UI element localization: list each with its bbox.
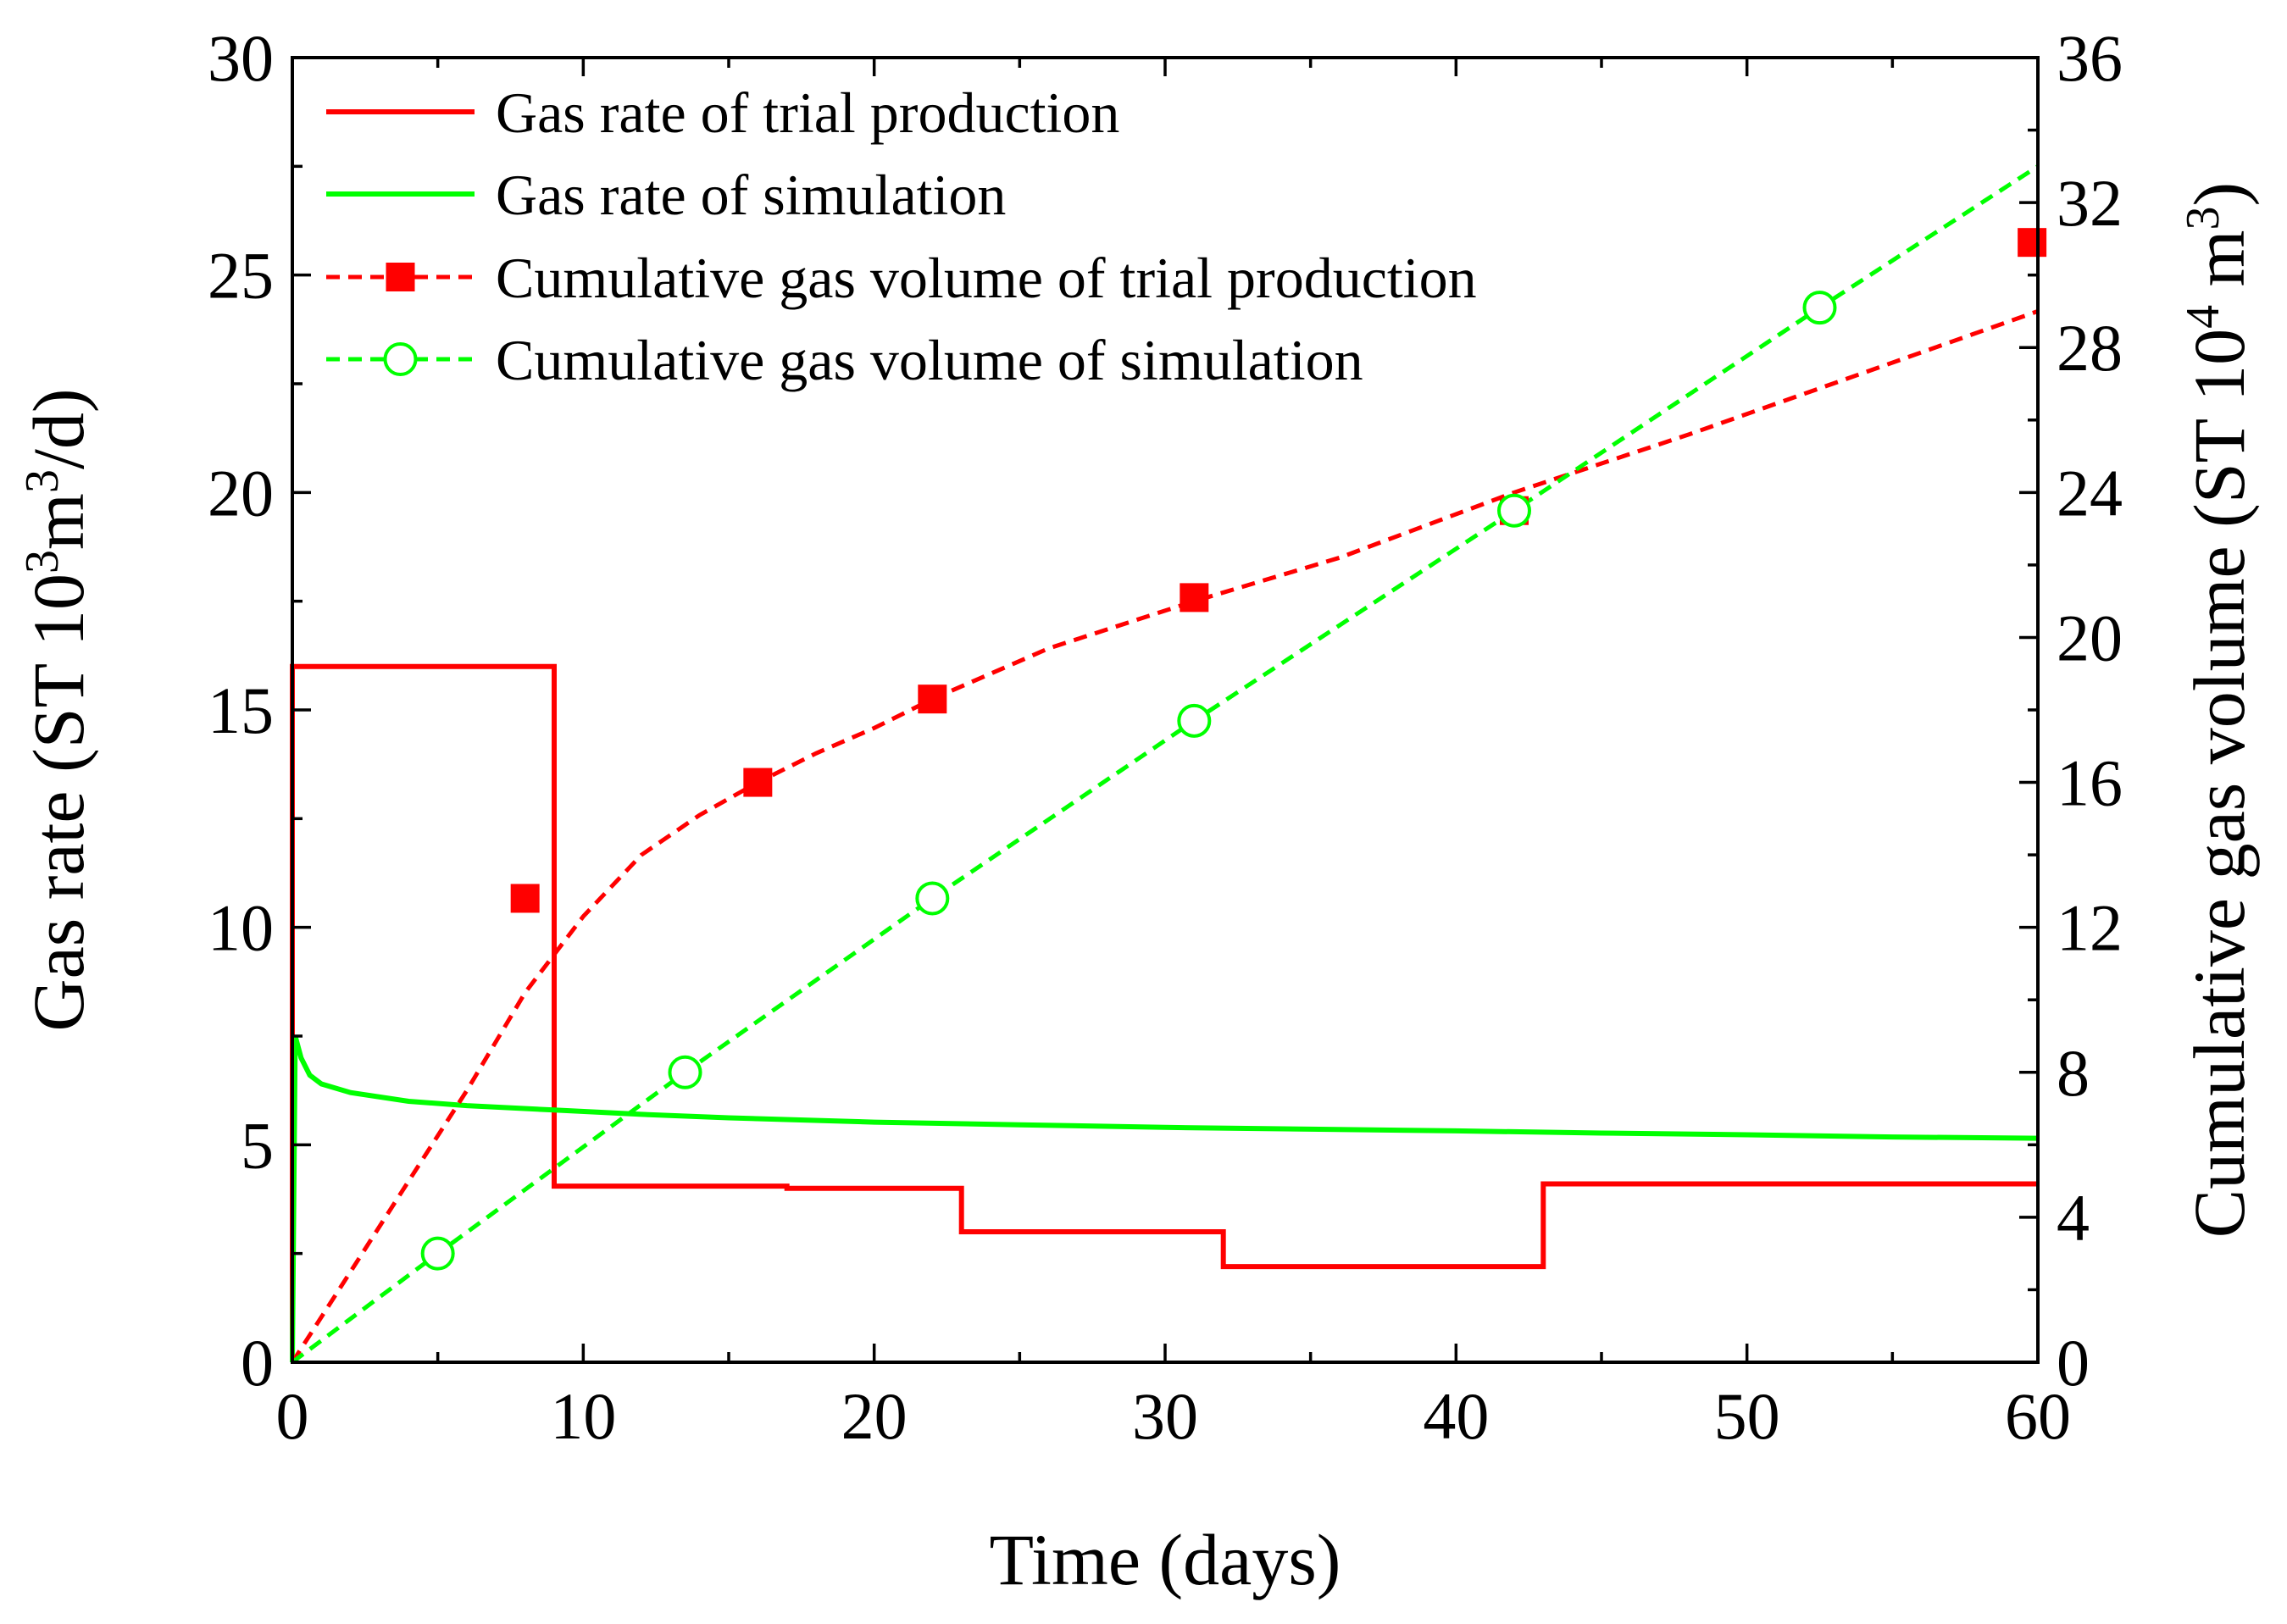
legend-marker-circle: [383, 342, 418, 376]
y-tick-label: 5: [241, 1108, 274, 1182]
y2-tick-label: 36: [2057, 21, 2123, 95]
y2-tick-label: 20: [2057, 601, 2123, 674]
legend-item-trial-rate: Gas rate of trial production: [326, 80, 1119, 145]
data-point-circle: [1497, 493, 1531, 528]
y-tick-label: 10: [208, 891, 274, 965]
series-line-0: [290, 663, 2038, 1362]
y-tick-label: 20: [208, 456, 274, 529]
data-point-square: [918, 685, 947, 714]
series-line-1: [290, 1035, 2039, 1363]
data-point-square: [510, 884, 540, 913]
y-tick-label: 15: [208, 673, 274, 747]
y-tick-label: 25: [208, 239, 274, 313]
plot-lines-layer: [290, 164, 2040, 1365]
markers-layer: [420, 228, 2047, 1271]
y2-tick-label: 0: [2057, 1326, 2090, 1400]
x-tick-label: 10: [550, 1379, 616, 1453]
ticks-layer: [291, 56, 2040, 1364]
y2-tick-label: 24: [2057, 456, 2123, 529]
series-line-2: [290, 309, 2039, 1364]
legend-marker-square: [386, 263, 415, 291]
data-point-circle: [1177, 703, 1212, 738]
legend-label-trial-cumulative: Cumulative gas volume of trial productio…: [496, 246, 1477, 310]
x-tick-label: 60: [2005, 1379, 2071, 1453]
data-point-circle: [915, 881, 950, 916]
y2-tick-label: 12: [2057, 891, 2123, 965]
y2-tick-label: 8: [2057, 1036, 2090, 1110]
legend-item-simulation-rate: Gas rate of simulation: [326, 163, 1006, 227]
y-axis-title: Gas rate (ST 103m3/d): [16, 388, 99, 1031]
y2-axis-title: Cumulative gas volume (ST 104 m3): [2177, 182, 2260, 1238]
x-tick-label: 40: [1423, 1379, 1489, 1453]
y2-tick-label: 4: [2057, 1181, 2090, 1255]
x-axis-title: Time (days): [990, 1519, 1341, 1600]
data-point-square: [2018, 228, 2047, 258]
data-point-circle: [668, 1055, 702, 1089]
x-tick-label: 30: [1132, 1379, 1198, 1453]
data-point-square: [1180, 583, 1209, 612]
y-tick-label: 30: [208, 21, 274, 95]
x-tick-label: 20: [841, 1379, 908, 1453]
data-point-circle: [420, 1236, 455, 1271]
data-point-circle: [1802, 291, 1837, 325]
tick-labels-layer: 0 10 20 30 40 50 60051015202530048121620242832…: [208, 21, 2123, 1453]
x-tick-label: 50: [1714, 1379, 1780, 1453]
legend-label-trial-rate: Gas rate of trial production: [496, 80, 1119, 145]
y2-tick-label: 32: [2057, 166, 2123, 240]
y-tick-label: 0: [241, 1326, 274, 1400]
data-point-square: [743, 768, 773, 797]
series-line-3: [291, 164, 2040, 1365]
x-tick-label: 0: [276, 1379, 309, 1453]
legend-label-simulation-rate: Gas rate of simulation: [496, 163, 1006, 227]
legend: Gas rate of trial production Gas rate of…: [326, 80, 1477, 392]
legend-label-simulation-cumulative: Cumulative gas volume of simulation: [496, 328, 1363, 392]
y2-tick-label: 28: [2057, 311, 2123, 385]
legend-item-simulation-cumulative: Cumulative gas volume of simulation: [326, 328, 1363, 392]
legend-item-trial-cumulative: Cumulative gas volume of trial productio…: [326, 246, 1477, 310]
y2-tick-label: 16: [2057, 746, 2123, 820]
